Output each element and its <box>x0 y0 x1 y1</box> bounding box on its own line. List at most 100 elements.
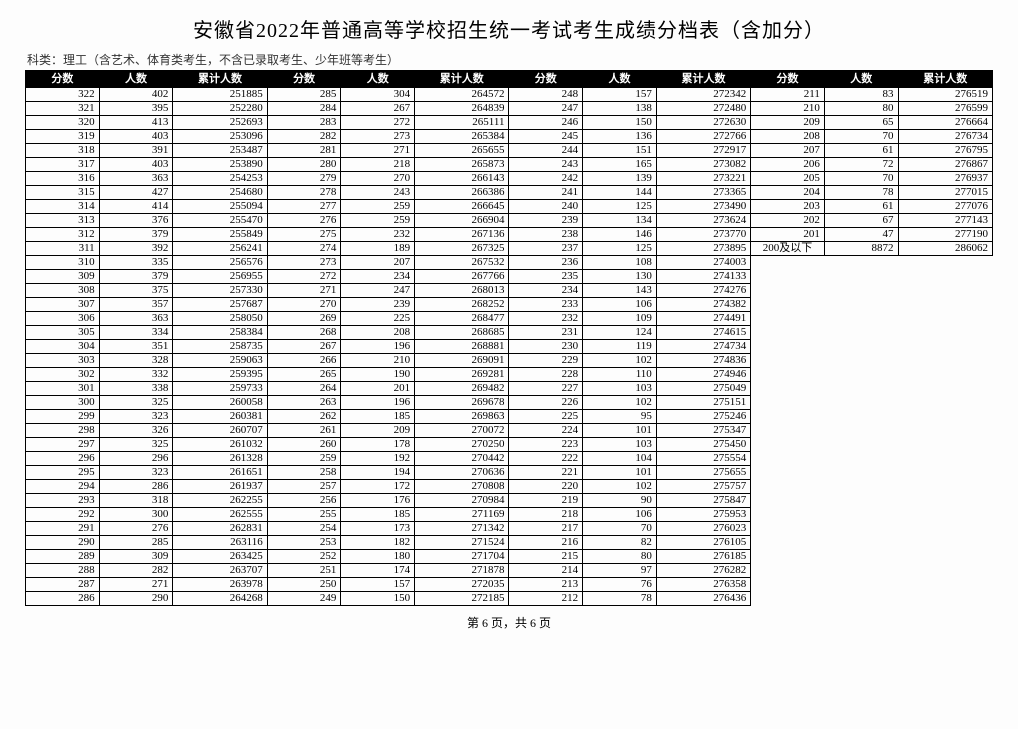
cell-count: 267 <box>341 102 415 116</box>
cell-cumulative: 274382 <box>656 298 750 312</box>
cell-count: 178 <box>341 438 415 452</box>
cell-cumulative <box>898 424 992 438</box>
table-row: 28629026426824915027218521278276436 <box>26 592 993 606</box>
cell-score <box>751 270 825 284</box>
cell-count: 157 <box>341 578 415 592</box>
cell-cumulative: 266143 <box>415 172 509 186</box>
cell-cumulative: 274836 <box>656 354 750 368</box>
cell-cumulative: 273082 <box>656 158 750 172</box>
cell-count: 65 <box>824 116 898 130</box>
cell-cumulative: 259395 <box>173 368 267 382</box>
cell-count <box>824 340 898 354</box>
cell-score: 230 <box>509 340 583 354</box>
cell-score: 273 <box>267 256 341 270</box>
cell-score: 317 <box>26 158 100 172</box>
cell-cumulative: 262555 <box>173 508 267 522</box>
cell-cumulative <box>898 382 992 396</box>
cell-score: 264 <box>267 382 341 396</box>
cell-cumulative: 275655 <box>656 466 750 480</box>
cell-cumulative: 274946 <box>656 368 750 382</box>
table-row: 29028526311625318227152421682276105 <box>26 536 993 550</box>
header-cumulative: 累计人数 <box>656 71 750 88</box>
header-score: 分数 <box>751 71 825 88</box>
cell-count: 180 <box>341 550 415 564</box>
cell-score: 280 <box>267 158 341 172</box>
cell-cumulative: 272917 <box>656 144 750 158</box>
cell-count <box>824 270 898 284</box>
cell-score: 292 <box>26 508 100 522</box>
cell-count: 270 <box>341 172 415 186</box>
cell-score: 278 <box>267 186 341 200</box>
cell-score: 297 <box>26 438 100 452</box>
cell-cumulative: 268252 <box>415 298 509 312</box>
cell-count: 78 <box>824 186 898 200</box>
cell-score: 222 <box>509 452 583 466</box>
cell-count: 139 <box>583 172 657 186</box>
cell-count: 285 <box>99 536 173 550</box>
cell-cumulative: 272766 <box>656 130 750 144</box>
cell-count <box>824 452 898 466</box>
cell-count <box>824 438 898 452</box>
cell-cumulative: 258050 <box>173 312 267 326</box>
cell-count: 90 <box>583 494 657 508</box>
cell-count: 182 <box>341 536 415 550</box>
cell-count: 172 <box>341 480 415 494</box>
cell-score: 252 <box>267 550 341 564</box>
cell-score <box>751 410 825 424</box>
cell-score: 319 <box>26 130 100 144</box>
cell-count: 325 <box>99 396 173 410</box>
cell-count: 271 <box>99 578 173 592</box>
cell-score: 302 <box>26 368 100 382</box>
cell-cumulative: 277143 <box>898 214 992 228</box>
cell-cumulative: 267766 <box>415 270 509 284</box>
cell-count <box>824 564 898 578</box>
cell-count: 185 <box>341 410 415 424</box>
cell-cumulative <box>898 522 992 536</box>
cell-count: 210 <box>341 354 415 368</box>
cell-cumulative: 274615 <box>656 326 750 340</box>
cell-cumulative: 270442 <box>415 452 509 466</box>
cell-cumulative: 253487 <box>173 144 267 158</box>
cell-count: 101 <box>583 466 657 480</box>
cell-cumulative: 276867 <box>898 158 992 172</box>
cell-count: 375 <box>99 284 173 298</box>
cell-score: 200及以下 <box>751 242 825 256</box>
cell-count: 109 <box>583 312 657 326</box>
cell-cumulative <box>898 340 992 354</box>
cell-count: 207 <box>341 256 415 270</box>
cell-cumulative <box>898 564 992 578</box>
cell-cumulative <box>898 256 992 270</box>
table-row: 309379256955272234267766235130274133 <box>26 270 993 284</box>
cell-cumulative: 274133 <box>656 270 750 284</box>
table-row: 3163632542532792702661432421392732212057… <box>26 172 993 186</box>
table-row: 295323261651258194270636221101275655 <box>26 466 993 480</box>
cell-count <box>824 354 898 368</box>
cell-count: 103 <box>583 382 657 396</box>
cell-cumulative: 273624 <box>656 214 750 228</box>
cell-score: 234 <box>509 284 583 298</box>
table-row: 298326260707261209270072224101275347 <box>26 424 993 438</box>
cell-cumulative: 263978 <box>173 578 267 592</box>
cell-cumulative: 275757 <box>656 480 750 494</box>
cell-cumulative <box>898 550 992 564</box>
cell-cumulative: 255470 <box>173 214 267 228</box>
cell-score: 255 <box>267 508 341 522</box>
cell-cumulative: 276519 <box>898 88 992 102</box>
cell-score: 294 <box>26 480 100 494</box>
cell-cumulative: 270808 <box>415 480 509 494</box>
cell-cumulative: 269863 <box>415 410 509 424</box>
cell-cumulative <box>898 480 992 494</box>
cell-cumulative <box>898 298 992 312</box>
cell-cumulative: 261651 <box>173 466 267 480</box>
cell-score: 259 <box>267 452 341 466</box>
cell-score: 270 <box>267 298 341 312</box>
cell-count <box>824 368 898 382</box>
cell-count: 201 <box>341 382 415 396</box>
cell-count <box>824 298 898 312</box>
cell-score <box>751 564 825 578</box>
table-row: 3174032538902802182658732431652730822067… <box>26 158 993 172</box>
table-row: 28828226370725117427187821497276282 <box>26 564 993 578</box>
cell-count: 402 <box>99 88 173 102</box>
cell-cumulative: 271524 <box>415 536 509 550</box>
cell-score: 216 <box>509 536 583 550</box>
